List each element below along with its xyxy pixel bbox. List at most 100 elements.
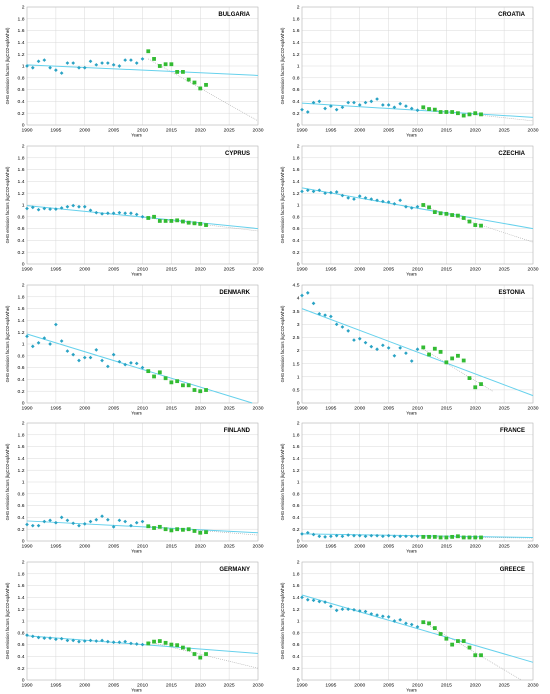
recent-point: [186, 647, 191, 652]
x-tick-label: 1990: [296, 127, 307, 133]
x-tick-label: 1990: [21, 266, 32, 272]
recent-point: [438, 211, 443, 215]
recent-point: [456, 353, 460, 358]
recent-point: [192, 80, 197, 85]
chart-title: FRANCE: [500, 428, 525, 434]
y-tick-label: 1: [22, 341, 25, 347]
x-tick-label: 1990: [296, 544, 307, 550]
x-tick-label: 2025: [499, 544, 510, 550]
historical-point: [392, 353, 397, 358]
historical-point: [59, 637, 64, 641]
x-tick-label: 2020: [470, 266, 481, 272]
historical-point: [386, 534, 391, 538]
chart-title: ESTONIA: [498, 290, 525, 296]
x-tick-label: 2015: [166, 266, 177, 272]
historical-point: [82, 65, 87, 70]
recent-point: [163, 218, 168, 223]
historical-point: [409, 534, 414, 539]
x-axis-title: Years: [406, 549, 417, 554]
historical-point: [305, 188, 310, 192]
x-tick-label: 2005: [383, 544, 394, 550]
x-tick-label: 2010: [137, 544, 148, 550]
x-tick-label: 2030: [527, 683, 538, 689]
plot-frame: [26, 561, 259, 681]
chart-czechia-svg: 0 0.2 0.4 0.6 0.8 1 1.2 1.4 1.6 1.8 2 1990 1995 2000 2…: [280, 143, 539, 276]
historical-point: [415, 108, 420, 113]
y-tick-label: 0.8: [18, 631, 25, 637]
historical-point: [381, 103, 385, 107]
projection-line: [423, 622, 522, 681]
historical-point: [404, 104, 408, 108]
x-tick-label: 2020: [195, 683, 206, 689]
y-tick-label: 1.6: [18, 28, 25, 34]
y-tick-label: 0.6: [293, 87, 300, 93]
x-tick-label: 1995: [50, 266, 61, 272]
plot-frame: [301, 6, 534, 126]
recent-point: [157, 64, 162, 68]
recent-point: [152, 639, 156, 644]
historical-point: [311, 301, 316, 305]
x-tick-label: 2010: [137, 127, 148, 133]
x-tick-label: 2015: [441, 683, 452, 689]
recent-point: [198, 221, 203, 226]
historical-point: [398, 101, 403, 106]
x-tick-label: 2020: [470, 127, 481, 133]
historical-point: [65, 61, 70, 65]
recent-point: [198, 655, 203, 660]
chart-estonia-svg: 0 0.5 1 1.5 2 2.5 3 3.5 4 4.5 1990 1995 2000 2005 2010…: [280, 282, 539, 415]
y-tick-label: 0.2: [18, 388, 25, 394]
y-tick-label: 1.8: [293, 16, 300, 22]
recent-point: [444, 110, 449, 114]
historical-point: [48, 65, 52, 70]
historical-point: [111, 62, 116, 67]
x-tick-label: 2005: [383, 405, 394, 411]
x-tick-label: 2000: [79, 405, 90, 411]
recent-point: [450, 356, 455, 360]
recent-point: [450, 110, 455, 114]
y-tick-label: 4: [297, 295, 300, 301]
historical-point: [415, 204, 420, 209]
recent-point: [146, 215, 151, 220]
y-tick-label: 0.4: [18, 654, 25, 660]
x-tick-label: 2030: [252, 544, 263, 550]
y-tick-label: 0.2: [293, 527, 300, 533]
chart-title: BULGARIA: [218, 12, 250, 18]
recent-point: [186, 77, 191, 82]
y-axis-title: GHG emission factors (kgCO2-eq/kWhel): [5, 166, 10, 243]
x-axis-title: Years: [131, 410, 142, 415]
y-tick-label: 1.4: [18, 595, 25, 601]
chart-title: CROATIA: [498, 12, 525, 18]
y-tick-label: 0.6: [18, 226, 25, 232]
y-tick-label: 0.6: [293, 642, 300, 648]
y-tick-label: 0: [22, 400, 25, 406]
x-tick-label: 1995: [50, 683, 61, 689]
historical-point: [134, 361, 139, 365]
historical-point: [352, 197, 356, 201]
recent-point: [467, 535, 472, 540]
x-tick-label: 2005: [108, 405, 119, 411]
historical-point: [71, 521, 76, 526]
recent-point: [438, 110, 443, 114]
y-tick-label: 0.2: [18, 527, 25, 533]
x-axis-title: Years: [131, 688, 142, 693]
x-axis-title: Years: [406, 271, 417, 276]
chart-title: FINLAND: [224, 428, 251, 434]
y-tick-label: 1.8: [293, 433, 300, 439]
y-axis-title: GHG emission factors (kgCO2-eq/kWhel): [5, 443, 10, 520]
recent-point: [456, 213, 460, 218]
y-tick-label: 1: [297, 480, 300, 486]
recent-point: [169, 528, 174, 533]
y-tick-label: 0.6: [18, 504, 25, 510]
y-tick-label: 1.4: [293, 40, 300, 46]
historical-point: [140, 57, 145, 61]
historical-point: [54, 521, 58, 525]
x-tick-label: 1995: [50, 544, 61, 550]
y-tick-label: 0.4: [293, 238, 300, 244]
chart-greece: 0 0.2 0.4 0.6 0.8 1 1.2 1.4 1.6 1.8 2 1990 1995 2000 2…: [275, 555, 550, 694]
x-tick-label: 2010: [412, 266, 423, 272]
recent-point: [432, 346, 437, 351]
recent-point: [169, 642, 174, 647]
historical-point: [77, 524, 81, 528]
y-axis-title: GHG emission factors (kgCO2-eq/kWhel): [280, 166, 285, 243]
